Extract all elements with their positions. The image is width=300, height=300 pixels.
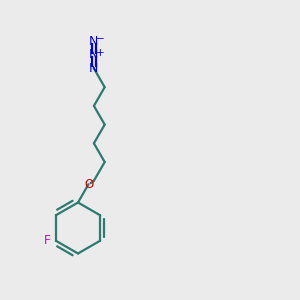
Text: N: N <box>89 35 99 48</box>
Text: O: O <box>84 178 93 191</box>
Text: +: + <box>96 48 104 58</box>
Text: F: F <box>44 234 50 247</box>
Text: −: − <box>95 34 104 44</box>
Text: N: N <box>89 62 99 75</box>
Text: N: N <box>89 49 99 62</box>
